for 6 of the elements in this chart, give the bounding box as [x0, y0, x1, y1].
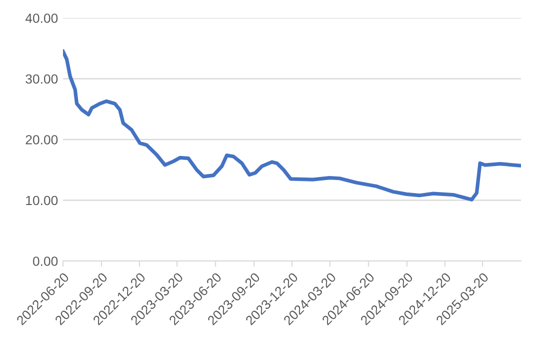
- y-tick-label: 20.00: [26, 135, 58, 144]
- y-tick-label: 30.00: [26, 74, 58, 84]
- y-tick-label: 40.00: [25, 14, 58, 23]
- y-tick-label: 10.00: [26, 196, 58, 206]
- y-tick-label: 0.00: [32, 256, 58, 266]
- line-series: [63, 50, 521, 202]
